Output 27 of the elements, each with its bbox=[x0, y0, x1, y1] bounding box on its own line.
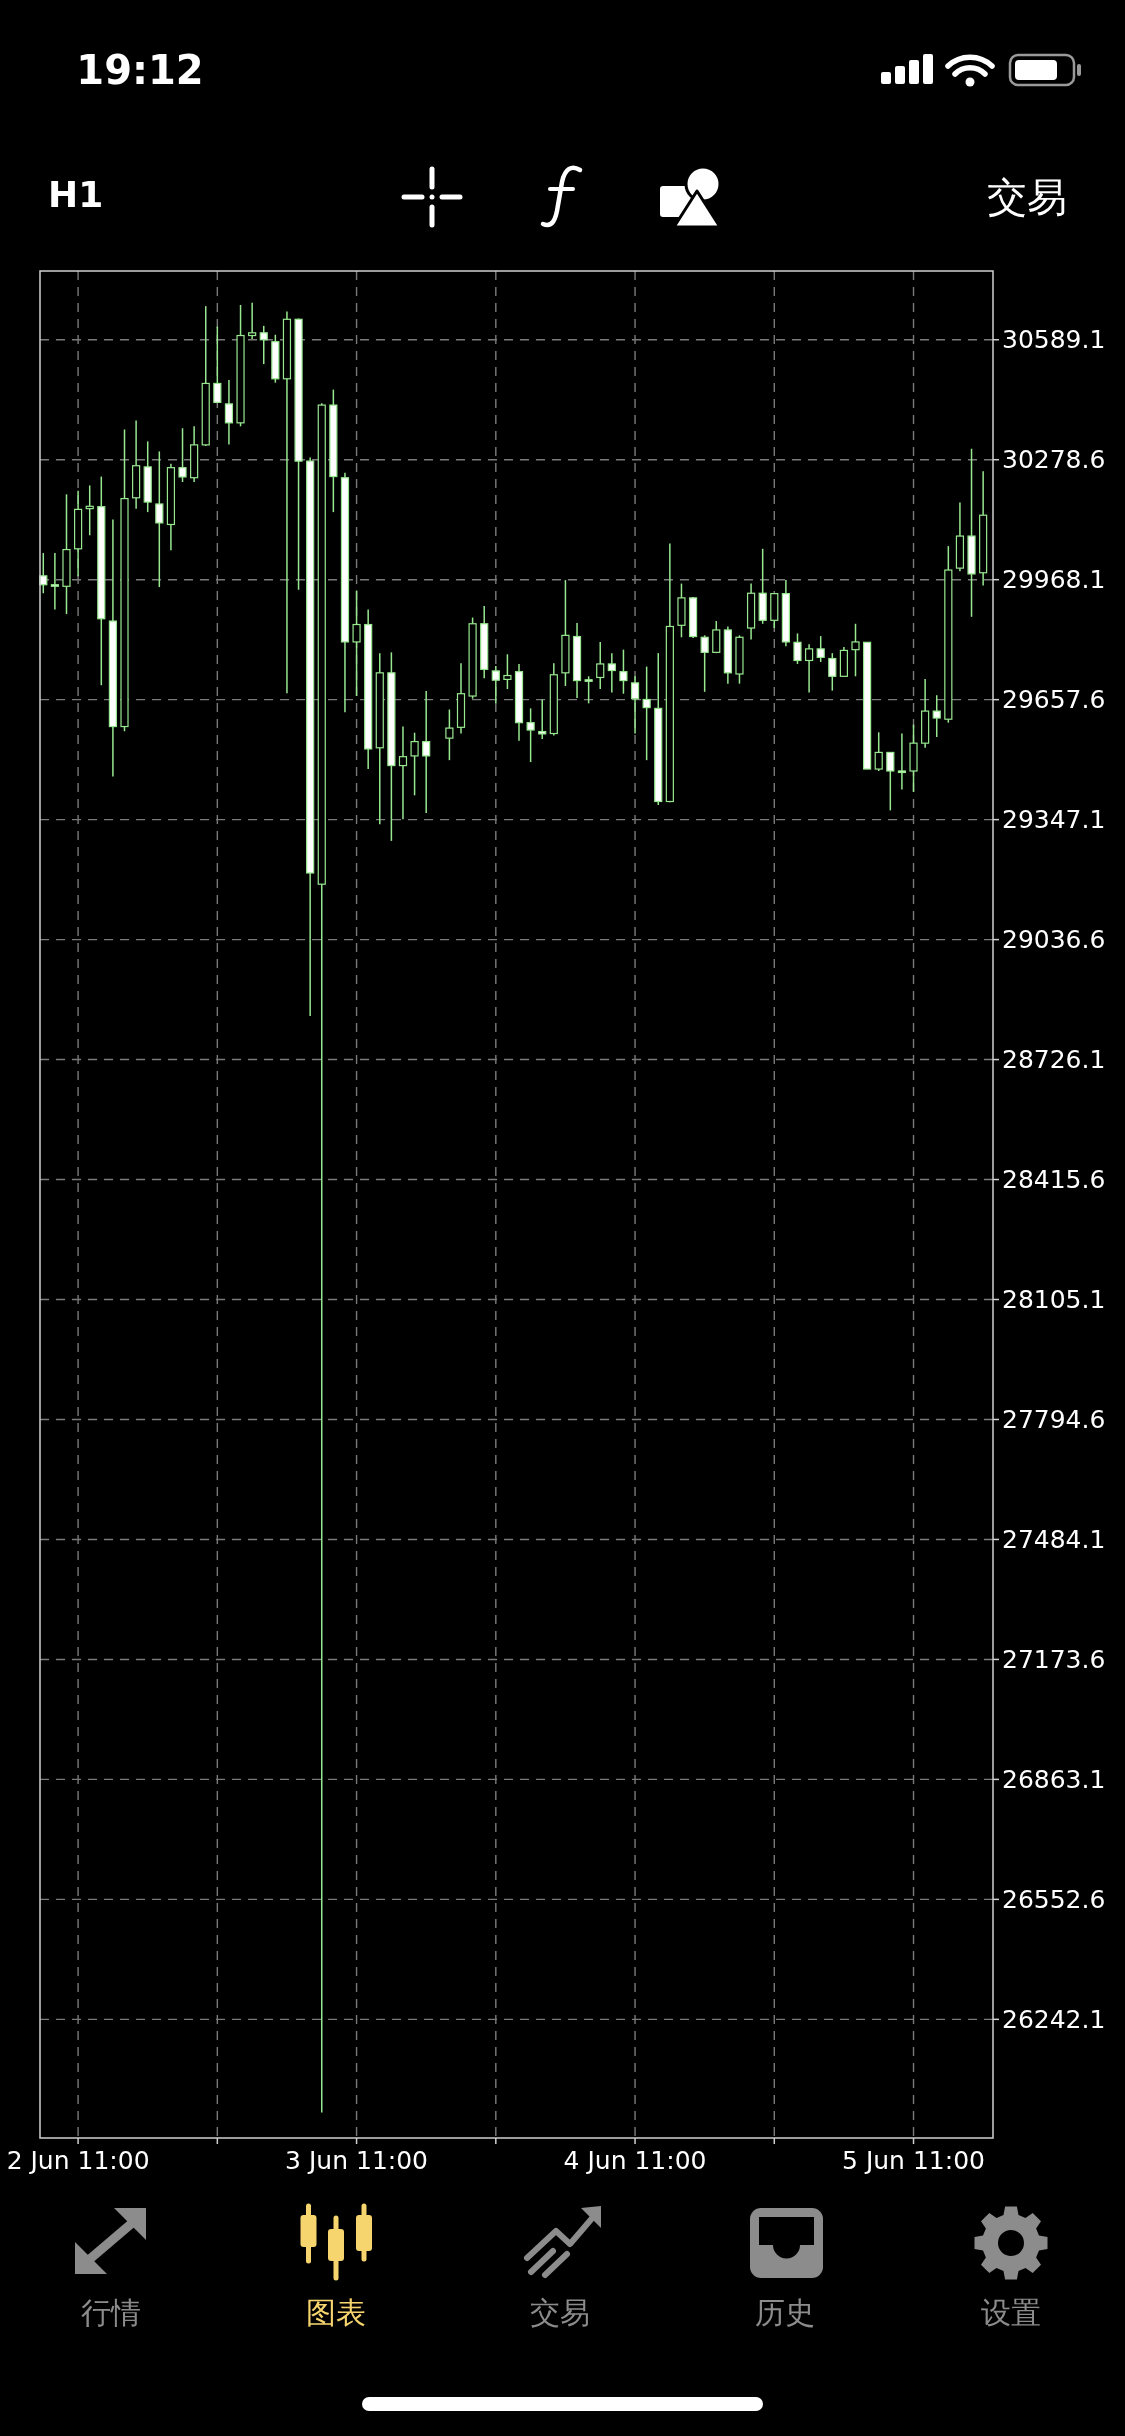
y-tick-label: 29657.6 bbox=[1002, 685, 1106, 715]
text: 图表 bbox=[306, 2294, 366, 2330]
text: 19:12 bbox=[76, 47, 204, 93]
text: 设置 bbox=[981, 2294, 1041, 2330]
x-tick-label: 4 Jun 11:00 bbox=[563, 2145, 707, 2175]
x-tick-label: 3 Jun 11:00 bbox=[285, 2145, 429, 2175]
y-tick-label: 29347.1 bbox=[1002, 805, 1106, 835]
text: 历史 bbox=[755, 2294, 815, 2330]
y-tick-label: 26552.6 bbox=[1002, 1884, 1106, 1914]
y-tick-label: 29968.1 bbox=[1002, 565, 1106, 595]
y-tick-label: 30278.6 bbox=[1002, 445, 1106, 475]
text: 行情 bbox=[81, 2294, 141, 2330]
y-tick-label: 26863.1 bbox=[1002, 1764, 1106, 1794]
y-tick-label: 27484.1 bbox=[1002, 1524, 1106, 1554]
chart-title: H1 bbox=[48, 173, 104, 215]
y-tick-label: 28105.1 bbox=[1002, 1285, 1106, 1315]
y-tick-label: 29036.6 bbox=[1002, 925, 1106, 955]
x-tick-label: 2 Jun 11:00 bbox=[6, 2145, 150, 2175]
x-tick-label: 5 Jun 11:00 bbox=[842, 2145, 985, 2175]
text: 交易 bbox=[987, 174, 1067, 220]
y-tick-label: 26242.1 bbox=[1002, 2004, 1106, 2034]
y-tick-label: 30589.1 bbox=[1002, 325, 1106, 355]
y-tick-label: 27794.6 bbox=[1002, 1404, 1106, 1434]
y-tick-label: 28726.1 bbox=[1002, 1045, 1106, 1075]
text: 交易 bbox=[530, 2294, 590, 2330]
y-tick-label: 28415.6 bbox=[1002, 1165, 1106, 1195]
y-tick-label: 27173.6 bbox=[1002, 1644, 1106, 1674]
